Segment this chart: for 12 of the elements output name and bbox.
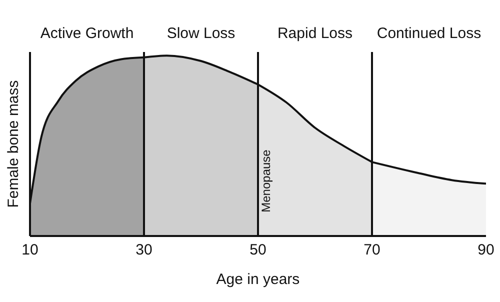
x-tick-label: 90 [478, 242, 494, 259]
x-tick-label: 10 [22, 242, 38, 259]
x-tick-label: 70 [364, 242, 380, 259]
x-tick-label: 50 [250, 242, 266, 259]
text: Rapid Loss [277, 25, 353, 42]
text: Continued Loss [376, 25, 482, 42]
x-tick-label: 30 [136, 242, 152, 259]
y-axis-title: Female bone mass [4, 80, 22, 208]
text: Slow Loss [166, 25, 236, 42]
text: Active Growth [40, 25, 134, 42]
x-axis-title: Age in years [216, 271, 300, 288]
ref-line-label: Menopause [259, 149, 274, 212]
